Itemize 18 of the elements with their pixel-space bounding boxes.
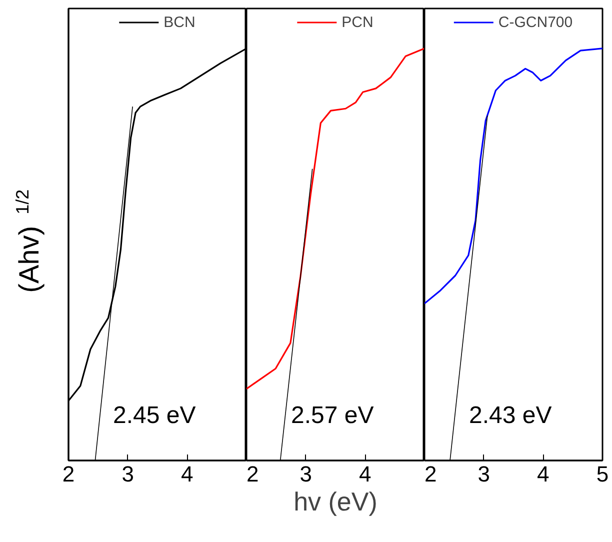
x-tick-label: 3 [122, 462, 134, 486]
x-tick-label: 2 [246, 462, 259, 486]
legend-label: C-GCN700 [498, 14, 573, 30]
x-tick-label: 4 [359, 462, 372, 486]
x-tick-label: 3 [478, 462, 490, 486]
x-tick-label: 2 [424, 462, 437, 486]
x-tick-label: 4 [537, 462, 550, 486]
annotation: 2.57 eV [291, 402, 374, 429]
x-axis-title: hv (eV) [294, 486, 378, 516]
y-axis-title: (Ahv)1/2 [12, 189, 44, 293]
annotation: 2.43 eV [469, 402, 552, 429]
x-tick-label: 5 [596, 462, 609, 486]
x-tick-label: 3 [300, 462, 312, 486]
annotation: 2.45 eV [113, 402, 196, 429]
x-tick-label: 4 [181, 462, 194, 486]
x-tick-label: 2 [62, 462, 75, 486]
legend-label: BCN [164, 14, 196, 30]
legend-label: PCN [342, 14, 374, 30]
